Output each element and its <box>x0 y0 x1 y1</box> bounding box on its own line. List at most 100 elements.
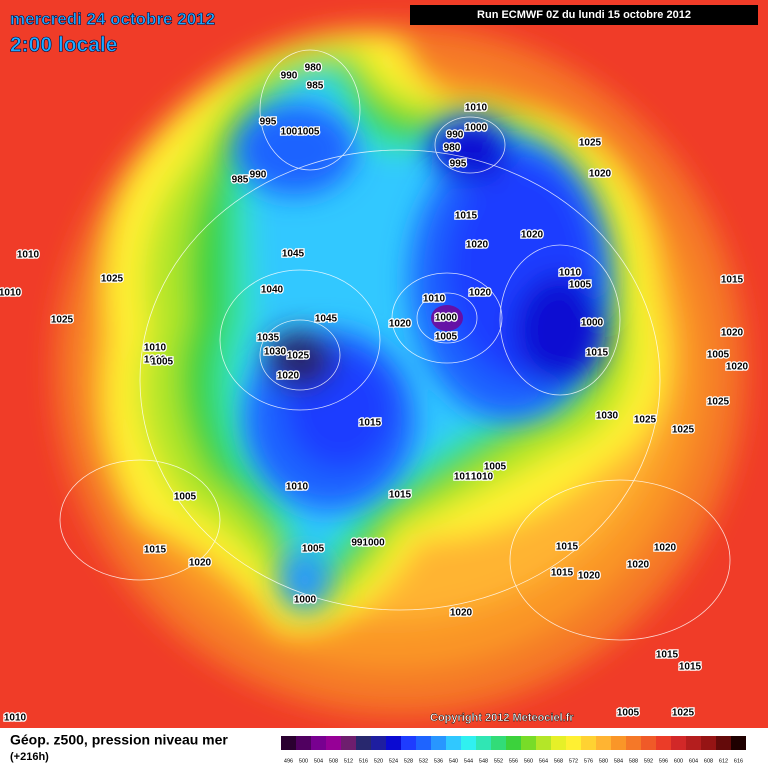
scale-label: 536 <box>434 758 443 764</box>
scale-label: 600 <box>674 758 683 764</box>
scale-swatch <box>281 736 296 750</box>
isobar-label: 1025 <box>579 138 602 149</box>
scale-label: 564 <box>539 758 548 764</box>
scale-label: 608 <box>704 758 713 764</box>
isobar-label: 1040 <box>261 285 284 296</box>
scale-label: 568 <box>554 758 563 764</box>
isobar-label: 990 <box>250 170 267 181</box>
map-field <box>0 0 768 728</box>
scale-label: 560 <box>524 758 533 764</box>
scale-swatch <box>506 736 521 750</box>
isobar-label: 1020 <box>654 543 677 554</box>
scale-swatch <box>641 736 656 750</box>
scale-label: 528 <box>404 758 413 764</box>
isobar-label: 1020 <box>578 571 601 582</box>
scale-label: 508 <box>329 758 338 764</box>
isobar-label: 1020 <box>627 560 650 571</box>
isobar-label: 1020 <box>450 608 473 619</box>
isobar-label: 1005 <box>435 332 458 343</box>
isobar-label: 1005 <box>151 357 174 368</box>
isobar-label: 1020 <box>589 169 612 180</box>
isobar-label: 1015 <box>389 490 412 501</box>
isobar-label: 1025 <box>672 708 695 719</box>
scale-label: 588 <box>629 758 638 764</box>
isobar-label: 1030 <box>596 411 619 422</box>
run-info: Run ECMWF 0Z du lundi 15 octobre 2012 <box>477 9 691 21</box>
isobar-label: 1010 <box>144 355 167 366</box>
scale-label: 596 <box>659 758 668 764</box>
isobar-label: 1025 <box>707 397 730 408</box>
footer-title: Géop. z500, pression niveau mer <box>10 732 228 748</box>
isobar-label: 1025 <box>101 274 124 285</box>
isobar-label: 1015 <box>721 275 744 286</box>
isobar-label: 1015 <box>359 418 382 429</box>
isobar-label: 1020 <box>521 230 544 241</box>
isobar-label: 995 <box>260 117 277 128</box>
scale-swatch <box>716 736 731 750</box>
scale-label: 524 <box>389 758 398 764</box>
isobar-label: 1015 <box>656 650 679 661</box>
scale-label: 584 <box>614 758 623 764</box>
isobar-label: 1000 <box>435 313 458 324</box>
isobar-label: 985 <box>232 175 249 186</box>
isobar-label: 1010 <box>17 250 40 261</box>
scale-swatch <box>476 736 491 750</box>
isobar-label: 1015 <box>144 545 167 556</box>
scale-label: 616 <box>734 758 743 764</box>
scale-swatch <box>416 736 431 750</box>
scale-label: 496 <box>284 758 293 764</box>
isobar-label: 1020 <box>277 371 300 382</box>
scale-swatch <box>611 736 626 750</box>
scale-label: 544 <box>464 758 473 764</box>
scale-swatch <box>296 736 311 750</box>
footer-lead: (+216h) <box>10 751 49 763</box>
isobar-label: 1001005 <box>281 127 320 138</box>
scale-label: 500 <box>299 758 308 764</box>
scale-swatch <box>311 736 326 750</box>
scale-swatch <box>581 736 596 750</box>
isobar-label: 1005 <box>174 492 197 503</box>
scale-swatch <box>551 736 566 750</box>
isobar-label: 1035 <box>257 333 280 344</box>
scale-swatch <box>671 736 686 750</box>
isobar-label: 980 <box>444 143 461 154</box>
isobar-label: 1000 <box>465 123 488 134</box>
scale-label: 612 <box>719 758 728 764</box>
scale-label: 580 <box>599 758 608 764</box>
isobar-label: 1025 <box>672 425 695 436</box>
isobar-label: 1005 <box>707 350 730 361</box>
scale-swatch <box>731 736 746 750</box>
isobar-label: 990 <box>447 130 464 141</box>
isobar-label: 1020 <box>189 558 212 569</box>
isobar-label: 1045 <box>282 249 305 260</box>
scale-swatch <box>656 736 671 750</box>
isobar-label: 1020 <box>389 319 412 330</box>
isobar-label: 1000 <box>294 595 317 606</box>
isobar-label: 1020 <box>721 328 744 339</box>
isobar-label: 1010 <box>471 472 494 483</box>
isobar-label: 995 <box>450 159 467 170</box>
scale-label: 520 <box>374 758 383 764</box>
isobar-label: 1030 <box>264 347 287 358</box>
scale-swatch <box>371 736 386 750</box>
isobar-label: 1015 <box>679 662 702 673</box>
scale-swatch <box>446 736 461 750</box>
scale-label: 516 <box>359 758 368 764</box>
scale-label: 556 <box>509 758 518 764</box>
scale-label: 532 <box>419 758 428 764</box>
isobar-label: 1025 <box>634 415 657 426</box>
scale-swatch <box>461 736 476 750</box>
scale-swatch <box>431 736 446 750</box>
isobar-label: 990 <box>281 71 298 82</box>
local-time: 2:00 locale <box>10 34 117 57</box>
isobar-label: 1025 <box>51 315 74 326</box>
isobar-labels: 9809909859951001005990985101010009909809… <box>0 61 750 725</box>
isobar-label: 1010 <box>0 288 22 299</box>
scale-swatch <box>401 736 416 750</box>
isobar-label: 1015 <box>455 211 478 222</box>
scale-swatch <box>566 736 581 750</box>
isobar-label: 1020 <box>726 362 749 373</box>
isobar-label: 1005 <box>617 708 640 719</box>
run-box <box>410 5 758 25</box>
